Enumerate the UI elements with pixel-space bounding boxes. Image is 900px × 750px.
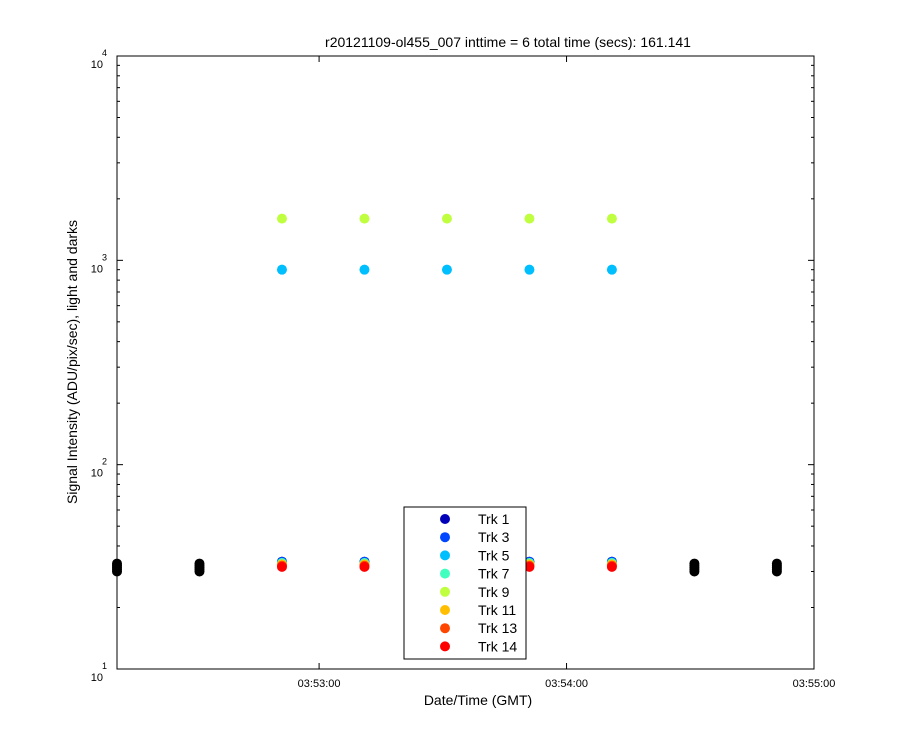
y-tick-label-base: 10	[91, 59, 103, 71]
legend-marker-trk-3	[440, 532, 450, 543]
legend-label-trk-7: Trk 7	[478, 566, 510, 582]
point-trk-9	[606, 213, 617, 224]
point-trk-5	[276, 264, 287, 275]
point-trk-9	[359, 213, 370, 224]
legend-label-trk-1: Trk 1	[478, 511, 510, 527]
point-trk-9	[524, 213, 535, 224]
legend-label-trk-9: Trk 9	[478, 584, 510, 600]
legend-label-trk-5: Trk 5	[478, 547, 510, 563]
legend-label-trk-13: Trk 13	[478, 620, 517, 636]
dark-point	[771, 558, 782, 569]
legend-box	[403, 506, 527, 660]
legend-label-trk-3: Trk 3	[478, 529, 510, 545]
dark-point	[689, 558, 700, 569]
y-tick-label-base: 10	[91, 468, 103, 480]
data-points	[112, 213, 782, 577]
legend-marker-trk-7	[440, 568, 450, 579]
legend-marker-trk-5	[440, 550, 450, 561]
y-tick-label-base: 10	[91, 672, 103, 684]
point-trk-14	[276, 561, 287, 572]
y-tick-label-exponent: 4	[102, 48, 107, 58]
x-tick-label: 03:53:00	[298, 678, 341, 690]
legend-marker-trk-9	[440, 586, 450, 597]
chart-title: r20121109-ol455_007 inttime = 6 total ti…	[325, 34, 691, 50]
x-tick-label: 03:54:00	[545, 678, 588, 690]
point-trk-5	[606, 264, 617, 275]
legend-marker-trk-13	[440, 623, 450, 634]
point-trk-14	[606, 561, 617, 572]
y-tick-label-exponent: 2	[102, 457, 107, 467]
dark-point	[112, 558, 122, 569]
legend-marker-trk-11	[440, 605, 450, 615]
point-trk-14	[524, 561, 535, 572]
legend-label-trk-14: Trk 14	[478, 638, 517, 654]
point-trk-5	[359, 264, 370, 275]
y-tick-label-base: 10	[91, 263, 103, 275]
dark-point	[194, 558, 205, 569]
point-trk-5	[441, 264, 452, 275]
point-trk-9	[276, 213, 287, 224]
legend-marker-trk-1	[440, 514, 450, 524]
x-tick-label: 03:55:00	[793, 678, 836, 690]
x-axis-title: Date/Time (GMT)	[424, 692, 532, 708]
point-trk-9	[441, 213, 452, 224]
y-tick-label-exponent: 3	[102, 252, 107, 262]
point-trk-5	[524, 264, 535, 275]
legend-marker-trk-14	[440, 641, 450, 652]
legend: Trk 1 Trk 3 Trk 5 Trk 7 Trk 9 Trk 11 Trk 13 Trk…	[403, 506, 527, 660]
y-tick-label-exponent: 1	[102, 661, 107, 671]
y-axis-title: Signal Intensity (ADU/pix/sec), light an…	[64, 220, 80, 504]
point-trk-14	[359, 561, 370, 572]
legend-label-trk-11: Trk 11	[478, 602, 516, 618]
